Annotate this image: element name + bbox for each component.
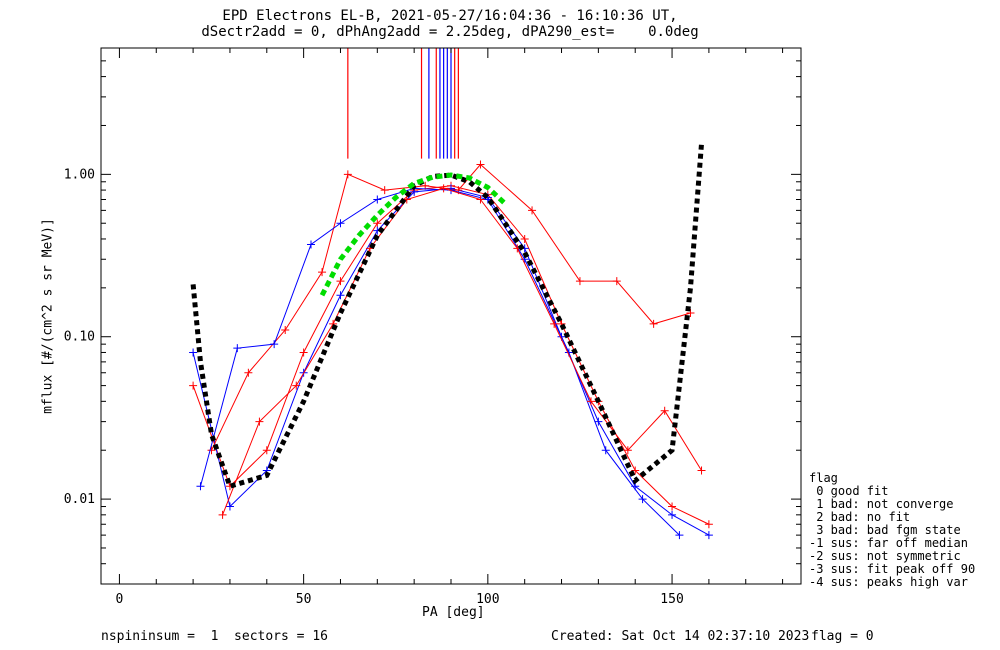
x-tick-label: 100	[476, 592, 499, 607]
legend-entry: 1 bad: not converge	[809, 497, 954, 511]
legend-entry: -2 sus: not symmetric	[809, 549, 961, 563]
legend-entry: 3 bad: bad fgm state	[809, 523, 961, 537]
series-point	[343, 170, 352, 179]
model-curve-layer	[190, 143, 705, 490]
series-point	[638, 495, 647, 504]
fit-curve	[319, 172, 508, 297]
series-point	[292, 381, 301, 390]
footer-flag: flag = 0	[811, 629, 874, 644]
series-point	[520, 234, 529, 243]
series-point	[660, 406, 669, 415]
legend-entry: 2 bad: no fit	[809, 510, 911, 524]
series-point	[255, 417, 264, 426]
series-point	[189, 381, 198, 390]
series-point	[439, 184, 448, 193]
series-point	[594, 417, 603, 426]
x-axis-label: PA [deg]	[422, 605, 485, 620]
series-point	[318, 268, 327, 277]
series-point	[233, 344, 242, 353]
series-point	[270, 340, 279, 349]
series-point	[668, 510, 677, 519]
series-point	[196, 482, 205, 491]
series-line-1	[192, 187, 710, 536]
legend-entry: -1 sus: far off median	[809, 536, 968, 550]
series-point	[336, 219, 345, 228]
series-point	[373, 195, 382, 204]
y-tick-label: 1.00	[64, 167, 95, 182]
series-point	[675, 531, 684, 540]
series-point	[281, 326, 290, 335]
footer-created-timestamp: Created: Sat Oct 14 02:37:10 2023	[551, 629, 810, 644]
legend-entry: -3 sus: fit peak off 90	[809, 562, 976, 576]
series-point	[587, 397, 595, 406]
series-line-3	[199, 187, 680, 536]
series-point	[225, 502, 234, 511]
legend-entry: 0 good fit	[809, 484, 889, 498]
series-point	[575, 277, 584, 286]
series-point	[476, 195, 485, 204]
y-axis-label: mflux [#/(cm^2 s sr MeV)]	[40, 218, 56, 414]
series-line-4	[222, 187, 702, 516]
series-point	[704, 531, 713, 540]
series-point	[336, 291, 345, 300]
axis-layer: 0 50 100 150 0.01 0.10 1.00	[64, 47, 801, 607]
series-point	[668, 502, 677, 511]
chart-title-line1: EPD Electrons EL-B, 2021-05-27/16:04:36 …	[222, 8, 678, 24]
series-point	[704, 520, 713, 529]
series-point	[649, 319, 658, 328]
series-point	[483, 195, 492, 204]
series-point	[380, 186, 389, 195]
legend-title: flag	[809, 471, 838, 485]
series-point	[601, 446, 610, 455]
series-point	[336, 277, 345, 286]
x-tick-label: 150	[660, 592, 683, 607]
series-point	[697, 466, 706, 475]
footer-spin-info: nspininsum = 1 sectors = 16	[101, 629, 328, 644]
series-point	[373, 219, 382, 228]
series-point	[262, 446, 271, 455]
series-point	[612, 277, 621, 286]
chart-title-line2: dSectr2add = 0, dPhAng2add = 2.25deg, dP…	[201, 24, 699, 40]
series-point	[686, 308, 695, 317]
series-point	[307, 240, 315, 249]
legend-entry: -4 sus: peaks high var	[809, 575, 968, 589]
series-point	[299, 348, 308, 357]
series-point	[244, 368, 253, 377]
y-tick-label: 0.01	[64, 492, 95, 507]
y-tick-label: 0.10	[64, 330, 95, 345]
data-series-layer	[189, 48, 713, 540]
series-point	[218, 510, 227, 519]
series-point	[207, 446, 216, 455]
series-point	[189, 348, 198, 357]
series-point	[550, 319, 559, 328]
series-point	[476, 160, 485, 169]
series-point	[623, 446, 632, 455]
x-tick-label: 0	[116, 592, 124, 607]
model-curve	[190, 143, 705, 490]
series-point	[528, 206, 537, 215]
x-tick-label: 50	[296, 592, 312, 607]
